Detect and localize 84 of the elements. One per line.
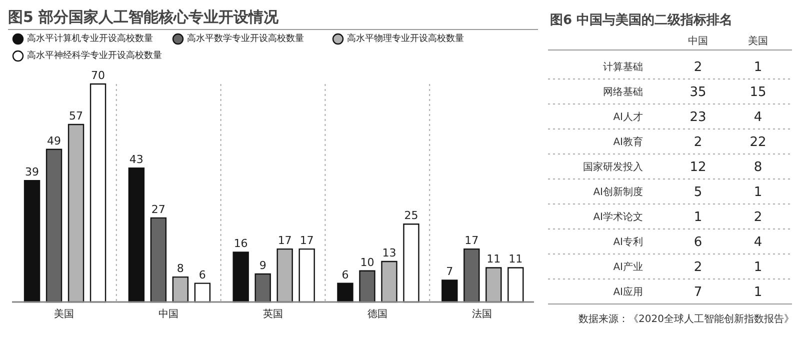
bar (276, 248, 293, 303)
bar (337, 282, 354, 303)
bar (194, 282, 211, 303)
bar (298, 248, 315, 303)
x-tick-label: 法国 (472, 308, 492, 320)
data-label: 2 (694, 60, 702, 75)
data-label: 8 (754, 160, 762, 175)
y-tick-label: AI学术论文 (593, 211, 643, 223)
bar (403, 224, 420, 303)
x-tick-label: 中国 (688, 35, 708, 47)
bar (128, 167, 145, 303)
data-label: 7 (446, 265, 454, 278)
bar (150, 217, 167, 303)
y-tick-label: AI创新制度 (593, 186, 643, 198)
data-label: 17 (278, 234, 292, 248)
y-tick-label: 计算基础 (603, 61, 643, 73)
data-label: 1 (754, 285, 762, 300)
x-tick-label: 英国 (263, 308, 283, 320)
bar (381, 260, 398, 303)
data-label: 39 (25, 166, 40, 179)
data-label: 1 (754, 260, 762, 275)
bar (46, 148, 62, 303)
data-label: 5 (694, 185, 702, 200)
data-label: 6 (342, 268, 349, 282)
chart-title: 图6 中国与美国的二级指标排名 (550, 12, 733, 28)
legend-label: 高水平神经科学专业开设高校数量 (27, 50, 162, 62)
bar (486, 267, 502, 303)
data-label: 2 (694, 260, 702, 275)
data-label: 1 (694, 210, 702, 225)
bar (172, 276, 189, 303)
bar (359, 270, 376, 303)
data-label: 15 (750, 85, 766, 100)
data-label: 1 (754, 60, 762, 75)
legend-label: 高水平物理专业开设高校数量 (347, 32, 464, 45)
data-label: 17 (464, 234, 479, 248)
bar (68, 124, 84, 303)
data-label: 4 (754, 235, 762, 250)
data-label: 23 (690, 110, 706, 125)
x-tick-label: 美国 (54, 308, 74, 320)
data-label: 9 (259, 258, 266, 272)
data-label: 10 (360, 256, 374, 269)
y-tick-label: AI产业 (613, 261, 643, 273)
y-tick-label: AI教育 (613, 136, 643, 148)
y-tick-label: 国家研发投入 (583, 161, 643, 173)
bar (442, 280, 458, 303)
data-label: 13 (382, 246, 396, 260)
data-label: 43 (129, 153, 144, 166)
source-note: 数据来源：《2020全球人工智能创新指数报告》 (578, 313, 794, 325)
data-label: 6 (694, 235, 702, 250)
bar (232, 252, 249, 303)
data-label: 16 (234, 237, 248, 250)
data-label: 1 (754, 185, 762, 200)
data-label: 11 (486, 252, 501, 266)
data-label: 35 (690, 85, 706, 100)
chart-title: 图5 部分国家人工智能核心专业开设情况 (8, 8, 538, 30)
data-label: 49 (47, 134, 62, 148)
bar (90, 83, 106, 303)
legend-label: 高水平计算机专业开设高校数量 (27, 32, 153, 45)
y-tick-label: 网络基础 (603, 86, 643, 98)
data-label: 7 (694, 285, 702, 300)
data-label: 11 (508, 252, 523, 266)
data-label: 2 (694, 135, 702, 150)
y-tick-label: AI专利 (613, 236, 643, 248)
data-label: 22 (750, 135, 766, 150)
x-tick-label: 德国 (367, 309, 388, 320)
y-tick-label: AI应用 (613, 286, 643, 298)
data-label: 6 (198, 268, 206, 282)
bar (508, 267, 524, 303)
data-label: 57 (69, 109, 84, 122)
bar (24, 180, 40, 303)
data-label: 8 (176, 262, 184, 276)
bar (254, 273, 271, 303)
data-label: 12 (690, 160, 706, 175)
data-label: 27 (151, 202, 166, 216)
y-tick-label: AI人才 (613, 111, 643, 123)
data-label: 17 (300, 234, 314, 248)
data-label: 4 (754, 110, 762, 125)
legend-label: 高水平数学专业开设高校数量 (187, 32, 304, 45)
x-tick-label: 中国 (158, 308, 179, 320)
bar (464, 248, 480, 303)
x-tick-label: 美国 (748, 35, 768, 47)
data-label: 2 (754, 210, 762, 225)
data-label: 70 (91, 69, 106, 82)
data-label: 25 (404, 209, 418, 222)
